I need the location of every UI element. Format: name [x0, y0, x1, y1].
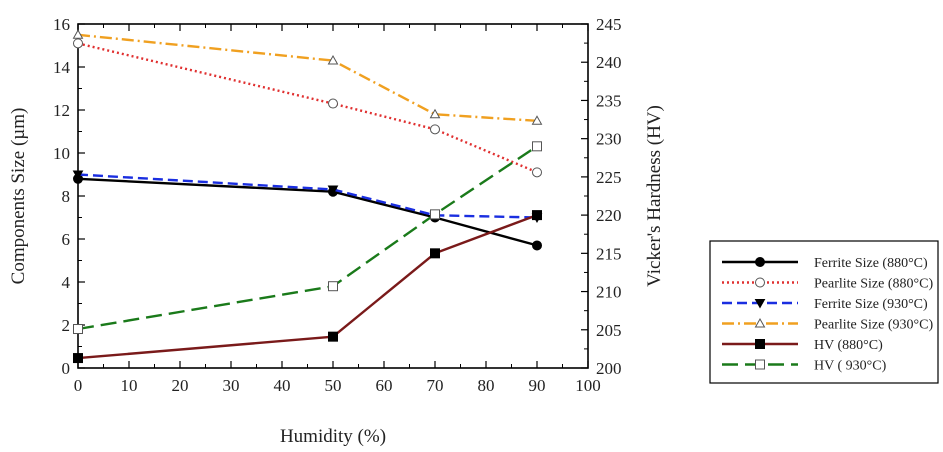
data-point-s4-1 [72, 29, 84, 39]
legend-box [709, 240, 939, 384]
legend-label-5: HV (880°C) [814, 338, 883, 353]
data-point-s2-1 [73, 38, 83, 49]
legend-label-1: Ferrite Size (880°C) [814, 256, 928, 271]
data-point-s3-1 [72, 170, 84, 181]
legend-marker-1 [755, 257, 765, 267]
y2-tick-label: 220 [596, 206, 622, 225]
data-point-s6-1 [73, 324, 83, 335]
series-line-4 [77, 33, 538, 122]
data-point-s6-4 [532, 141, 542, 152]
series-line-1 [77, 177, 538, 247]
data-point-s5-4 [532, 210, 542, 221]
data-point-s5-2 [328, 331, 338, 342]
legend-label-6: HV ( 930°C) [814, 359, 887, 374]
x-axis-title: Humidity (%) [280, 426, 386, 447]
legend-marker-5 [755, 339, 765, 349]
y-tick-label: 16 [53, 15, 70, 34]
legend-marker-4 [754, 317, 766, 328]
y2-tick-label: 225 [596, 168, 622, 187]
data-point-s2-3 [430, 124, 440, 135]
legend-marker-6 [755, 359, 765, 370]
x-tick-label: 40 [274, 376, 291, 395]
y2-tick-label: 240 [596, 53, 622, 72]
y-tick-label: 14 [53, 58, 71, 77]
data-point-s6-3 [430, 209, 440, 220]
series-group [72, 29, 543, 364]
x-tick-label: 0 [74, 376, 83, 395]
data-point-s1-4 [532, 240, 542, 251]
data-point-s3-2 [327, 185, 339, 196]
x-tick-label: 70 [427, 376, 444, 395]
data-point-s5-3 [430, 248, 440, 259]
y2-tick-label: 205 [596, 321, 622, 340]
data-point-s4-3 [429, 108, 441, 119]
x-tick-label: 10 [121, 376, 138, 395]
data-point-s5-1 [73, 353, 83, 364]
y-tick-label: 0 [62, 359, 71, 378]
data-point-s2-4 [532, 167, 542, 178]
series-line-3 [77, 173, 538, 219]
y2-tick-label: 215 [596, 244, 622, 263]
legend-label-3: Ferrite Size (930°C) [814, 297, 928, 312]
data-point-s2-2 [328, 98, 338, 109]
data-point-s4-2 [327, 55, 339, 65]
y-tick-label: 12 [53, 101, 70, 120]
legend-label-4: Pearlite Size (930°C) [814, 318, 933, 333]
y2-axis-title: Vicker's Hardness (HV) [644, 105, 665, 287]
series-line-5 [77, 213, 538, 360]
data-point-s4-4 [531, 115, 543, 125]
y2-tick-label: 235 [596, 91, 622, 110]
axes-group: 0 10 20 30 40 50 60 70 80 90 100 0 2 4 6 8 10 12 14 16 200 20… [8, 15, 665, 447]
y-tick-label: 6 [62, 230, 71, 249]
y-tick-label: 8 [62, 187, 71, 206]
x-tick-label: 100 [575, 376, 601, 395]
y-tick-label: 2 [62, 316, 71, 335]
legend-marker-3 [754, 299, 766, 309]
y2-tick-label: 245 [596, 15, 622, 34]
x-tick-label: 90 [529, 376, 546, 395]
y-axis-title: Components Size (µm) [8, 108, 29, 285]
legend-marker-2 [755, 277, 765, 288]
y2-tick-label: 200 [596, 359, 622, 378]
series-line-2 [77, 42, 538, 174]
legend-label-2: Pearlite Size (880°C) [814, 277, 933, 292]
x-tick-label: 80 [478, 376, 495, 395]
series-line-6 [77, 145, 538, 331]
x-tick-label: 20 [172, 376, 189, 395]
y2-tick-label: 210 [596, 283, 622, 302]
y-tick-label: 10 [53, 144, 70, 163]
data-point-s6-2 [328, 281, 338, 292]
x-tick-label: 30 [223, 376, 240, 395]
y-tick-label: 4 [62, 273, 71, 292]
x-tick-label: 60 [376, 376, 393, 395]
x-tick-label: 50 [325, 376, 342, 395]
y2-tick-label: 230 [596, 130, 622, 149]
legend: Ferrite Size (880°C) Pearlite Size (880°C… [709, 240, 939, 384]
